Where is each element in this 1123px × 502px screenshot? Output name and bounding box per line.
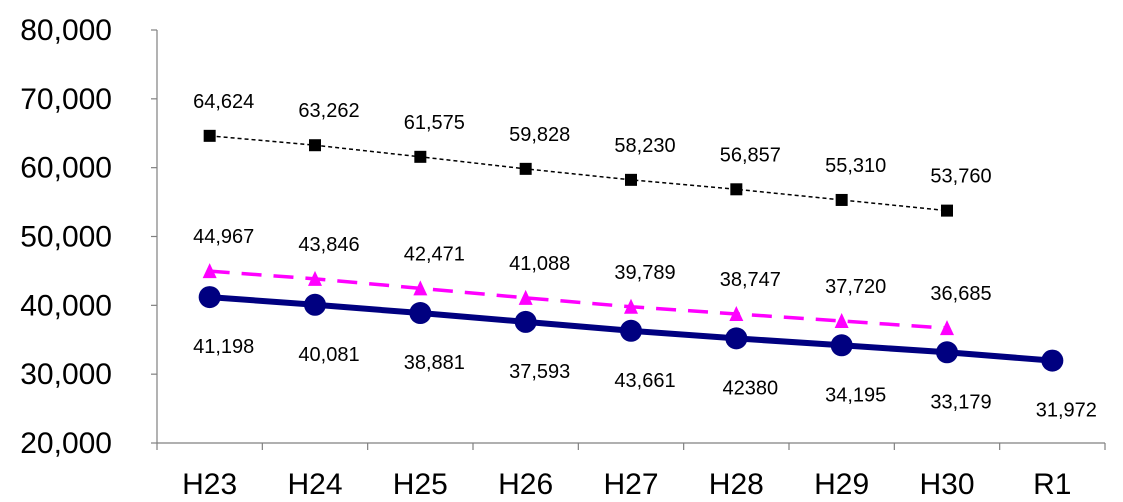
data-point-marker (830, 334, 853, 357)
series-line (209, 135, 948, 212)
series-layer (198, 129, 1064, 372)
x-tick-label: H26 (498, 468, 553, 501)
data-label: 36,685 (930, 283, 991, 305)
data-point-marker (941, 204, 953, 217)
data-label: 38,747 (720, 269, 781, 291)
data-label: 55,310 (825, 155, 886, 177)
y-tick-label: 80,000 (20, 14, 112, 47)
data-label: 53,760 (930, 166, 991, 188)
ticks: 20,000 30,000 40,000 50,000 60,000 70,000 80,0… (20, 14, 1106, 501)
data-label: 31,972 (1036, 400, 1097, 422)
data-point-marker (624, 298, 638, 314)
data-label: 41,198 (193, 336, 254, 358)
data-label: 42380 (723, 377, 779, 399)
x-tick-label: H30 (919, 468, 974, 501)
series-solid-navy-circle (198, 286, 1064, 372)
data-point-marker (409, 302, 432, 325)
data-point-marker (936, 341, 958, 364)
data-label: 42,471 (404, 243, 465, 265)
y-tick-label: 70,000 (20, 83, 112, 116)
data-point-marker (309, 139, 321, 152)
data-point-marker (620, 319, 642, 342)
data-point-marker (414, 150, 427, 163)
data-label: 38,881 (404, 352, 465, 374)
data-point-marker (202, 263, 217, 279)
data-point-marker (940, 320, 954, 336)
data-point-marker (729, 305, 744, 321)
series-line (209, 269, 948, 330)
data-point-marker (730, 183, 743, 196)
series-dotted-black-square (203, 129, 953, 217)
y-tick-label: 50,000 (20, 221, 112, 254)
data-label: 34,195 (825, 384, 886, 406)
data-label: 43,846 (298, 234, 359, 256)
data-label: 41,088 (509, 253, 570, 275)
data-point-marker (198, 286, 221, 309)
data-point-marker (519, 162, 532, 175)
data-label: 37,720 (825, 276, 886, 298)
data-label: 44,967 (193, 226, 254, 248)
data-point-marker (304, 293, 326, 316)
data-point-marker (203, 129, 216, 142)
data-point-marker (518, 289, 533, 305)
data-label: 58,230 (614, 135, 675, 157)
series-dashed-magenta-triangle (202, 263, 954, 336)
x-tick-label: H28 (709, 468, 764, 501)
data-label: 61,575 (404, 112, 465, 134)
y-tick-label: 40,000 (20, 289, 112, 322)
data-label: 63,262 (298, 100, 359, 122)
data-point-marker (835, 193, 848, 206)
y-tick-label: 60,000 (20, 152, 112, 185)
data-point-marker (725, 327, 748, 350)
x-tick-label: H29 (814, 468, 869, 501)
data-point-marker (308, 270, 322, 286)
x-tick-label: R1 (1033, 468, 1071, 501)
data-label: 37,593 (509, 361, 570, 383)
data-label: 64,624 (193, 91, 254, 113)
data-label: 43,661 (614, 370, 675, 392)
data-point-marker (625, 173, 637, 186)
data-label: 33,179 (930, 391, 991, 413)
data-labels: 64,624 63,262 61,575 59,828 58,230 56,857 55,3… (193, 91, 1097, 422)
data-point-marker (413, 280, 428, 296)
data-point-marker (1041, 349, 1064, 372)
y-tick-label: 30,000 (20, 358, 112, 391)
data-label: 56,857 (720, 144, 781, 166)
y-tick-label: 20,000 (20, 427, 112, 460)
x-tick-label: H24 (287, 468, 342, 501)
data-point-marker (834, 313, 849, 329)
x-tick-label: H23 (182, 468, 237, 501)
x-tick-label: H25 (393, 468, 448, 501)
data-label: 59,828 (509, 124, 570, 146)
data-label: 40,081 (298, 344, 359, 366)
data-point-marker (514, 310, 537, 333)
x-tick-label: H27 (603, 468, 658, 501)
data-label: 39,789 (614, 262, 675, 284)
